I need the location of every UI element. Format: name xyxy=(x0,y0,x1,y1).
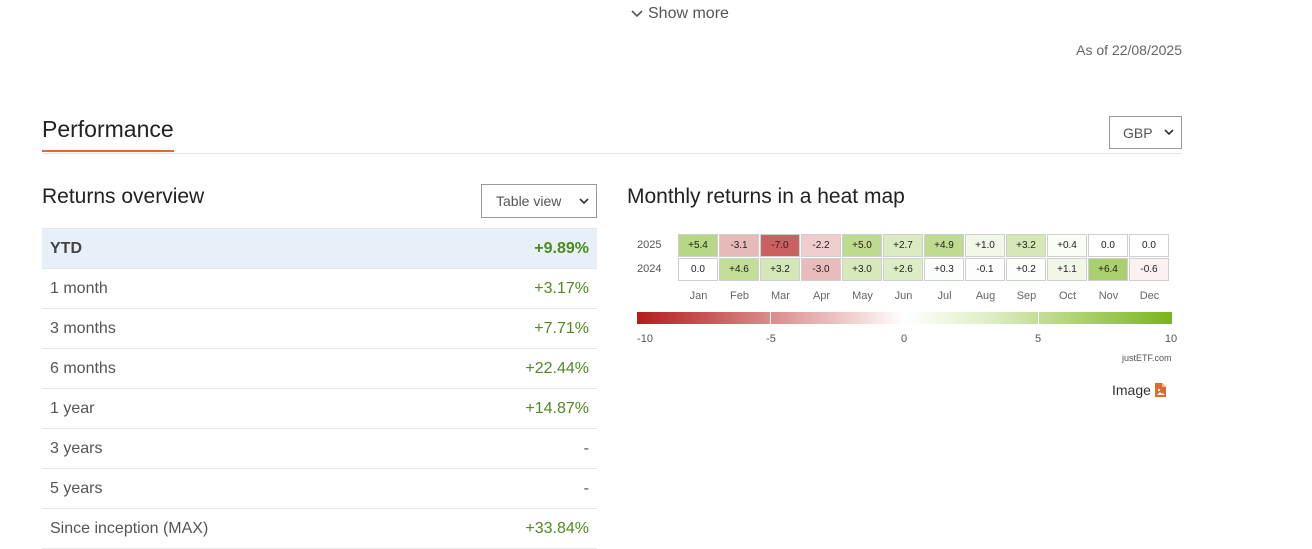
heatmap-cell: -3.0 xyxy=(801,257,841,281)
row-value: +33.84% xyxy=(525,519,589,537)
table-row: 1 year +14.87% xyxy=(42,389,597,429)
month-label: Apr xyxy=(812,290,831,302)
heatmap-cell: +1.1 xyxy=(1047,257,1087,281)
as-of-date: As of 22/08/2025 xyxy=(1076,42,1182,58)
chevron-down-icon xyxy=(579,197,589,204)
heatmap-row: 2024 0.0 +4.6 +3.2 -3.0 +3.0 +2.6 +0.3 -… xyxy=(637,257,1170,281)
month-label: Jul xyxy=(937,290,952,302)
heatmap-cell: +3.2 xyxy=(760,257,800,281)
row-value: +14.87% xyxy=(525,399,589,417)
scale-tick xyxy=(770,312,771,324)
heatmap-cell: 0.0 xyxy=(1088,233,1128,257)
heatmap-cell: +3.2 xyxy=(1006,233,1046,257)
heatmap-cell: -7.0 xyxy=(760,233,800,257)
month-label: Mar xyxy=(771,290,790,302)
heatmap-cell: -2.2 xyxy=(801,233,841,257)
scale-tick xyxy=(904,312,905,324)
row-value: - xyxy=(583,479,589,497)
heatmap-cell: 0.0 xyxy=(1129,233,1169,257)
heatmap-cell: +3.0 xyxy=(842,257,882,281)
row-label: 1 month xyxy=(50,279,108,297)
show-more-button[interactable]: Show more xyxy=(631,5,729,23)
image-link-label: Image xyxy=(1112,382,1151,398)
heatmap-row: 2025 +5.4 -3.1 -7.0 -2.2 +5.0 +2.7 +4.9 … xyxy=(637,233,1170,257)
show-more-label: Show more xyxy=(648,5,729,22)
row-label: Since inception (MAX) xyxy=(50,519,209,537)
table-row: 5 years - xyxy=(42,469,597,509)
row-value: +7.71% xyxy=(534,319,589,337)
currency-value: GBP xyxy=(1123,124,1153,141)
heatmap-cell: 0.0 xyxy=(678,257,718,281)
returns-overview-title: Returns overview xyxy=(42,185,205,208)
row-value: - xyxy=(583,439,589,457)
heatmap-cell: -0.6 xyxy=(1129,257,1169,281)
row-value: +9.89% xyxy=(534,239,589,257)
heatmap-cell: +4.6 xyxy=(719,257,759,281)
row-label: YTD xyxy=(50,239,82,257)
row-label: 3 years xyxy=(50,439,103,457)
month-label: Nov xyxy=(1098,290,1119,302)
heatmap-cell: +2.6 xyxy=(883,257,923,281)
row-label: 1 year xyxy=(50,399,95,417)
heatmap-cell: +6.4 xyxy=(1088,257,1128,281)
heatmap-cell: +0.4 xyxy=(1047,233,1087,257)
heatmap-cell: +4.9 xyxy=(924,233,964,257)
row-value: +3.17% xyxy=(534,279,589,297)
color-scale-bar xyxy=(637,312,1172,324)
scale-label: 0 xyxy=(900,333,908,345)
section-divider xyxy=(42,153,1182,154)
scale-label: -5 xyxy=(766,333,776,345)
heatmap: 2025 +5.4 -3.1 -7.0 -2.2 +5.0 +2.7 +4.9 … xyxy=(637,233,1170,302)
performance-title: Performance xyxy=(42,116,174,152)
heatmap-cell: -3.1 xyxy=(719,233,759,257)
scale-label: -10 xyxy=(637,333,653,345)
image-file-icon xyxy=(1154,383,1166,397)
source-credit: justETF.com xyxy=(1122,353,1172,363)
month-label: Sep xyxy=(1016,290,1037,302)
heatmap-cell: +5.4 xyxy=(678,233,718,257)
chevron-down-icon xyxy=(631,10,643,18)
heatmap-cell: +1.0 xyxy=(965,233,1005,257)
heatmap-cell: -0.1 xyxy=(965,257,1005,281)
table-row: 3 months +7.71% xyxy=(42,309,597,349)
heatmap-title: Monthly returns in a heat map xyxy=(627,185,905,208)
month-label: Feb xyxy=(730,290,749,302)
year-label: 2025 xyxy=(637,239,662,251)
month-label: Oct xyxy=(1058,290,1077,302)
table-row: 3 years - xyxy=(42,429,597,469)
row-label: 5 years xyxy=(50,479,103,497)
year-label: 2024 xyxy=(637,263,662,275)
scale-tick xyxy=(1038,312,1039,324)
scale-label: 5 xyxy=(1034,333,1042,345)
row-label: 6 months xyxy=(50,359,116,377)
month-label: Jun xyxy=(894,290,913,302)
image-download-link[interactable]: Image xyxy=(1112,382,1166,398)
table-row: YTD +9.89% xyxy=(42,229,597,269)
view-select-value: Table view xyxy=(496,193,562,209)
table-row: 1 month +3.17% xyxy=(42,269,597,309)
row-value: +22.44% xyxy=(525,359,589,377)
table-row: 6 months +22.44% xyxy=(42,349,597,389)
currency-select[interactable]: GBP xyxy=(1109,116,1182,149)
month-axis: Jan Feb Mar Apr May Jun Jul Aug Sep Oct … xyxy=(678,290,1170,302)
heatmap-cell: +0.2 xyxy=(1006,257,1046,281)
month-label: Dec xyxy=(1139,290,1160,302)
row-label: 3 months xyxy=(50,319,116,337)
heatmap-cell: +2.7 xyxy=(883,233,923,257)
month-label: Jan xyxy=(689,290,708,302)
returns-table: YTD +9.89% 1 month +3.17% 3 months +7.71… xyxy=(42,228,597,549)
chevron-down-icon xyxy=(1164,129,1174,136)
heatmap-cell: +0.3 xyxy=(924,257,964,281)
heatmap-cell: +5.0 xyxy=(842,233,882,257)
table-row: Since inception (MAX) +33.84% xyxy=(42,509,597,549)
month-label: May xyxy=(852,290,873,302)
view-select[interactable]: Table view xyxy=(481,184,597,218)
scale-label: 10 xyxy=(1164,333,1178,345)
month-label: Aug xyxy=(975,290,996,302)
